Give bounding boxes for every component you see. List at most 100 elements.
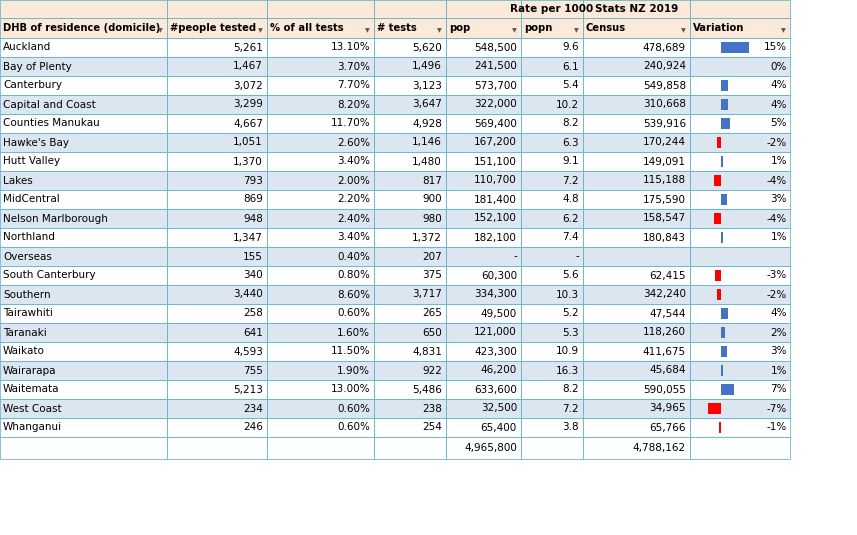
Bar <box>521 323 583 342</box>
Text: 11.50%: 11.50% <box>331 347 370 356</box>
Text: 4,831: 4,831 <box>412 347 442 356</box>
Bar <box>690 57 790 76</box>
Text: -2%: -2% <box>767 289 787 300</box>
Bar <box>690 437 790 459</box>
Bar <box>0 95 167 114</box>
Bar <box>374 57 446 76</box>
Bar <box>583 114 690 133</box>
Text: 7.4: 7.4 <box>562 233 579 242</box>
Text: West Coast: West Coast <box>3 403 62 414</box>
Bar <box>714 213 721 224</box>
Bar <box>690 0 790 18</box>
Bar <box>267 209 374 228</box>
Bar <box>521 95 583 114</box>
Text: 0.60%: 0.60% <box>337 309 370 318</box>
Bar <box>721 308 728 319</box>
Bar <box>167 285 267 304</box>
Bar <box>0 133 167 152</box>
Bar <box>0 361 167 380</box>
Text: 62,415: 62,415 <box>650 271 686 280</box>
Bar <box>583 152 690 171</box>
Bar <box>583 323 690 342</box>
Bar <box>167 228 267 247</box>
Bar <box>167 361 267 380</box>
Text: 46,200: 46,200 <box>481 365 517 376</box>
Text: 1,051: 1,051 <box>233 137 263 148</box>
Bar <box>446 57 521 76</box>
Bar <box>583 342 690 361</box>
Bar <box>521 171 583 190</box>
Bar <box>0 418 167 437</box>
Bar <box>267 0 374 18</box>
Text: 0.40%: 0.40% <box>337 251 370 262</box>
Text: -: - <box>513 251 517 262</box>
Bar <box>690 380 790 399</box>
Text: Auckland: Auckland <box>3 42 51 52</box>
Text: ▼: ▼ <box>436 28 441 33</box>
Bar <box>267 57 374 76</box>
Text: % of all tests: % of all tests <box>270 23 344 33</box>
Bar <box>690 152 790 171</box>
Text: 5.4: 5.4 <box>562 80 579 90</box>
Bar <box>267 171 374 190</box>
Text: 3.70%: 3.70% <box>337 62 370 72</box>
Bar <box>583 18 690 38</box>
Text: 115,188: 115,188 <box>643 175 686 186</box>
Bar <box>690 266 790 285</box>
Bar <box>721 365 722 376</box>
Text: 6.3: 6.3 <box>562 137 579 148</box>
Bar <box>374 95 446 114</box>
Text: 45,684: 45,684 <box>650 365 686 376</box>
Text: 7.70%: 7.70% <box>337 80 370 90</box>
Bar <box>267 76 374 95</box>
Text: 2.60%: 2.60% <box>337 137 370 148</box>
Text: 650: 650 <box>423 327 442 338</box>
Bar <box>721 156 722 167</box>
Bar <box>0 171 167 190</box>
Text: 1.60%: 1.60% <box>337 327 370 338</box>
Text: 3,299: 3,299 <box>233 100 263 110</box>
Bar <box>0 304 167 323</box>
Bar <box>583 285 690 304</box>
Text: 181,400: 181,400 <box>474 195 517 204</box>
Text: 10.9: 10.9 <box>556 347 579 356</box>
Bar <box>690 399 790 418</box>
Bar <box>374 76 446 95</box>
Bar <box>716 270 721 281</box>
Bar <box>446 190 521 209</box>
Bar <box>583 38 690 57</box>
Bar <box>583 76 690 95</box>
Bar <box>446 18 521 38</box>
Text: Bay of Plenty: Bay of Plenty <box>3 62 72 72</box>
Bar <box>446 380 521 399</box>
Text: 155: 155 <box>243 251 263 262</box>
Bar <box>267 437 374 459</box>
Bar <box>374 285 446 304</box>
Bar <box>583 133 690 152</box>
Bar <box>721 346 727 357</box>
Text: 3.8: 3.8 <box>562 423 579 432</box>
Text: Lakes: Lakes <box>3 175 33 186</box>
Bar <box>267 247 374 266</box>
Bar <box>267 361 374 380</box>
Text: 3,440: 3,440 <box>233 289 263 300</box>
Bar <box>446 342 521 361</box>
Text: 3.40%: 3.40% <box>337 157 370 166</box>
Text: 0%: 0% <box>770 62 787 72</box>
Bar <box>521 152 583 171</box>
Text: 4%: 4% <box>770 100 787 110</box>
Text: 411,675: 411,675 <box>643 347 686 356</box>
Text: 170,244: 170,244 <box>643 137 686 148</box>
Text: 641: 641 <box>243 327 263 338</box>
Text: 10.3: 10.3 <box>556 289 579 300</box>
Text: 5.3: 5.3 <box>562 327 579 338</box>
Bar <box>167 437 267 459</box>
Text: Southern: Southern <box>3 289 51 300</box>
Text: 5,261: 5,261 <box>233 42 263 52</box>
Bar <box>167 133 267 152</box>
Text: 7.2: 7.2 <box>562 175 579 186</box>
Bar <box>521 418 583 437</box>
Bar <box>521 133 583 152</box>
Bar <box>267 418 374 437</box>
Bar <box>167 323 267 342</box>
